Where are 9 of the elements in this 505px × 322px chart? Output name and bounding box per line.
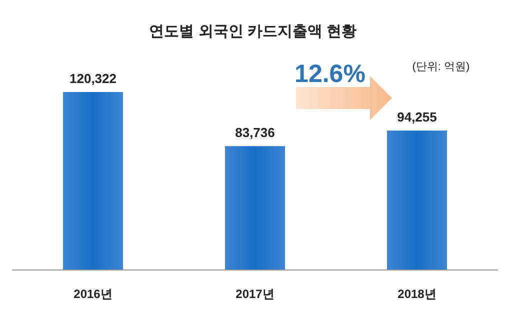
x-tick-label: 2016년 — [74, 287, 112, 301]
text: (단위: 억원) — [412, 61, 470, 73]
x-tick-label: 2018년 — [398, 287, 436, 301]
chart-title: 연도별 외국인 카드지출액 현황 — [149, 23, 357, 40]
data-label: 120,322 — [70, 71, 116, 86]
data-label: 94,255 — [397, 110, 437, 125]
data-label: 83,736 — [235, 125, 275, 140]
x-tick-label: 2017년 — [236, 287, 274, 301]
text: 12.6% — [294, 60, 366, 88]
